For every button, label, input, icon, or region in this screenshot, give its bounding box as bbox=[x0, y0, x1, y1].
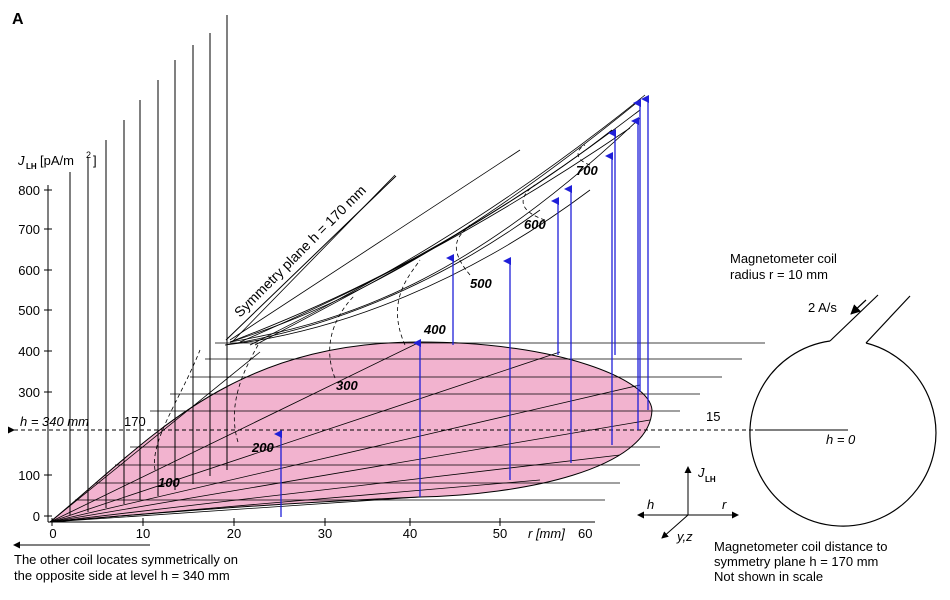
legend-yz: y,z bbox=[676, 529, 693, 544]
contour-100: 100 bbox=[158, 475, 180, 490]
h-label-zero: h = 0 bbox=[826, 432, 856, 447]
legend-j-sub: LH bbox=[705, 475, 716, 484]
y-tick-0: 0 bbox=[33, 509, 40, 524]
blue-arrows bbox=[274, 95, 649, 517]
panel-label: A bbox=[12, 11, 24, 28]
y-title-sup: 2 bbox=[86, 150, 91, 160]
contour-300: 300 bbox=[336, 378, 358, 393]
note-right-3: Not shown in scale bbox=[714, 569, 823, 584]
note-left-2: the opposite side at level h = 340 mm bbox=[14, 568, 230, 583]
x-axis bbox=[48, 518, 595, 526]
x-tick-60: 60 bbox=[578, 526, 592, 541]
coil-lead-1 bbox=[829, 294, 879, 342]
h-label-left: h = 340 mm bbox=[20, 414, 89, 429]
x-tick-10: 10 bbox=[136, 526, 150, 541]
y-axis bbox=[44, 185, 52, 522]
legend-j: J bbox=[697, 465, 705, 480]
x-tick-20: 20 bbox=[227, 526, 241, 541]
ellipse-plane bbox=[48, 341, 653, 523]
contour-400: 400 bbox=[423, 322, 446, 337]
note-right-1: Magnetometer coil distance to bbox=[714, 539, 887, 554]
y-tick-800: 800 bbox=[18, 183, 40, 198]
h-label-15: 15 bbox=[706, 409, 720, 424]
legend-r: r bbox=[722, 497, 727, 512]
y-title-close: ] bbox=[93, 153, 97, 168]
y-tick-600: 600 bbox=[18, 263, 40, 278]
x-tick-0: 0 bbox=[49, 526, 56, 541]
y-tick-labels: 800 700 600 500 400 300 100 0 bbox=[18, 183, 40, 524]
y-tick-500: 500 bbox=[18, 303, 40, 318]
y-tick-100: 100 bbox=[18, 468, 40, 483]
contour-dashed bbox=[154, 144, 591, 471]
h-level-lines bbox=[75, 342, 765, 501]
x-axis-label: r [mm] bbox=[528, 526, 565, 541]
coil-current-label: 2 A/s bbox=[808, 300, 837, 315]
magnetometer-coil: 2 A/s Magnetometer coil radius r = 10 mm bbox=[730, 251, 937, 527]
x-tick-30: 30 bbox=[318, 526, 332, 541]
y-tick-700: 700 bbox=[18, 222, 40, 237]
y-title-main: J bbox=[17, 153, 25, 168]
x-tick-labels: 0 10 20 30 40 50 r [mm] 60 bbox=[49, 526, 592, 541]
current-arrow bbox=[850, 299, 867, 315]
contour-200: 200 bbox=[251, 440, 274, 455]
contour-600: 600 bbox=[524, 217, 546, 232]
coil-title-1: Magnetometer coil bbox=[730, 251, 837, 266]
radial-lines bbox=[49, 341, 651, 523]
coil-circle bbox=[749, 340, 937, 527]
coil-title-2: radius r = 10 mm bbox=[730, 267, 828, 282]
symmetry-plane-label: Symmetry plane h = 170 mm bbox=[231, 182, 369, 320]
y-tick-400: 400 bbox=[18, 344, 40, 359]
contour-700: 700 bbox=[576, 163, 598, 178]
note-left-1: The other coil locates symmetrically on bbox=[14, 552, 238, 567]
contour-500: 500 bbox=[470, 276, 492, 291]
contour-labels: 100 200 300 400 500 600 700 bbox=[158, 163, 598, 490]
y-title-sub: LH bbox=[26, 162, 37, 171]
y-axis-title: J LH [pA/m 2 ] bbox=[17, 150, 97, 171]
coil-lead-2 bbox=[865, 295, 911, 344]
x-tick-50: 50 bbox=[493, 526, 507, 541]
surface-lines bbox=[224, 94, 646, 346]
legend-h: h bbox=[647, 497, 654, 512]
y-tick-300: 300 bbox=[18, 385, 40, 400]
axes-legend bbox=[637, 466, 739, 539]
note-right-2: symmetry plane h = 170 mm bbox=[714, 554, 878, 569]
x-tick-40: 40 bbox=[403, 526, 417, 541]
y-title-unit: [pA/m bbox=[40, 153, 74, 168]
j-planes bbox=[69, 15, 228, 515]
symmetry-plane-line bbox=[225, 175, 397, 341]
h-label-170: 170 bbox=[124, 414, 146, 429]
